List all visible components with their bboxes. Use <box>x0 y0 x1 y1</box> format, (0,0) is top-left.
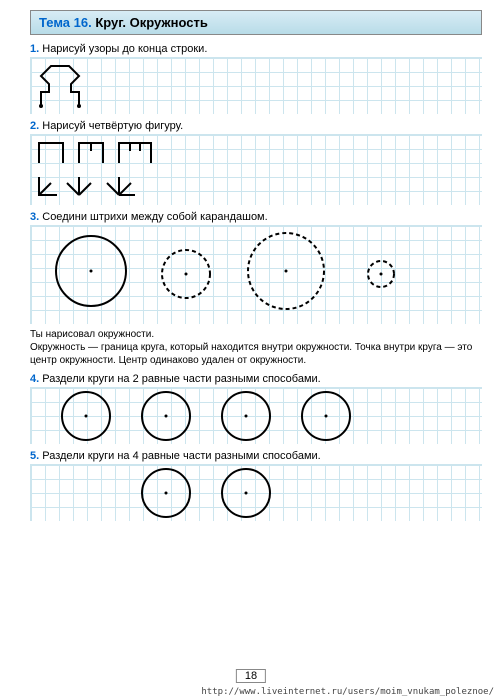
task-3: 3. Соедини штрихи между собой карандашом… <box>30 211 482 223</box>
task-2-figures <box>31 135 471 205</box>
task-1-text: Нарисуй узоры до конца строки. <box>42 43 207 55</box>
task-2: 2. Нарисуй четвёртую фигуру. <box>30 120 482 132</box>
page: Тема 16. Круг. Окружность 1. Нарисуй узо… <box>0 0 502 699</box>
task-4-circles <box>31 388 471 444</box>
task-4: 4. Раздели круги на 2 равные части разны… <box>30 373 482 385</box>
task-4-grid <box>30 387 482 444</box>
topic-number: Тема 16. <box>39 15 92 30</box>
task-5-num: 5. <box>30 450 39 462</box>
task-1-pattern <box>31 58 471 114</box>
task-5-grid <box>30 464 482 521</box>
task-3-desc-l1: Ты нарисовал окружности. <box>30 329 154 340</box>
task-3-desc: Ты нарисовал окружности. Окружность — гр… <box>30 328 482 367</box>
task-3-grid <box>30 225 482 324</box>
task-5-circles <box>31 465 471 521</box>
task-5: 5. Раздели круги на 4 равные части разны… <box>30 450 482 462</box>
task-3-circles <box>31 226 471 324</box>
task-1-num: 1. <box>30 43 39 55</box>
topic-title: Круг. Окружность <box>95 15 207 30</box>
task-3-text: Соедини штрихи между собой карандашом. <box>42 211 267 223</box>
task-2-grid <box>30 134 482 205</box>
credit-url: http://www.liveinternet.ru/users/moim_vn… <box>201 687 494 697</box>
task-4-text: Раздели круги на 2 равные части разными … <box>42 373 320 385</box>
page-number: 18 <box>236 669 266 683</box>
task-1: 1. Нарисуй узоры до конца строки. <box>30 43 482 55</box>
task-5-text: Раздели круги на 4 равные части разными … <box>42 450 320 462</box>
task-3-desc-l2: Окружность — граница круга, который нахо… <box>30 342 472 366</box>
task-2-text: Нарисуй четвёртую фигуру. <box>42 120 183 132</box>
topic-header: Тема 16. Круг. Окружность <box>30 10 482 35</box>
task-3-num: 3. <box>30 211 39 223</box>
task-2-num: 2. <box>30 120 39 132</box>
task-4-num: 4. <box>30 373 39 385</box>
task-1-grid <box>30 57 482 114</box>
